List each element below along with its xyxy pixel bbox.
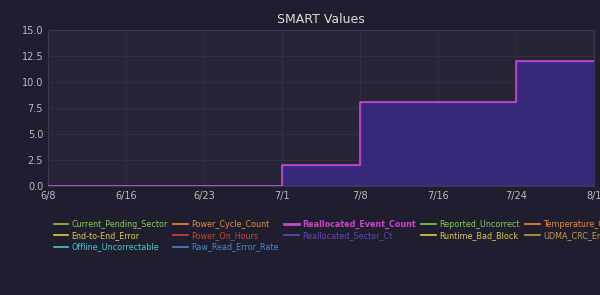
Legend: Current_Pending_Sector, End-to-End_Error, Offline_Uncorrectable, Power_Cycle_Cou: Current_Pending_Sector, End-to-End_Error… bbox=[52, 218, 600, 253]
Title: SMART Values: SMART Values bbox=[277, 13, 365, 26]
